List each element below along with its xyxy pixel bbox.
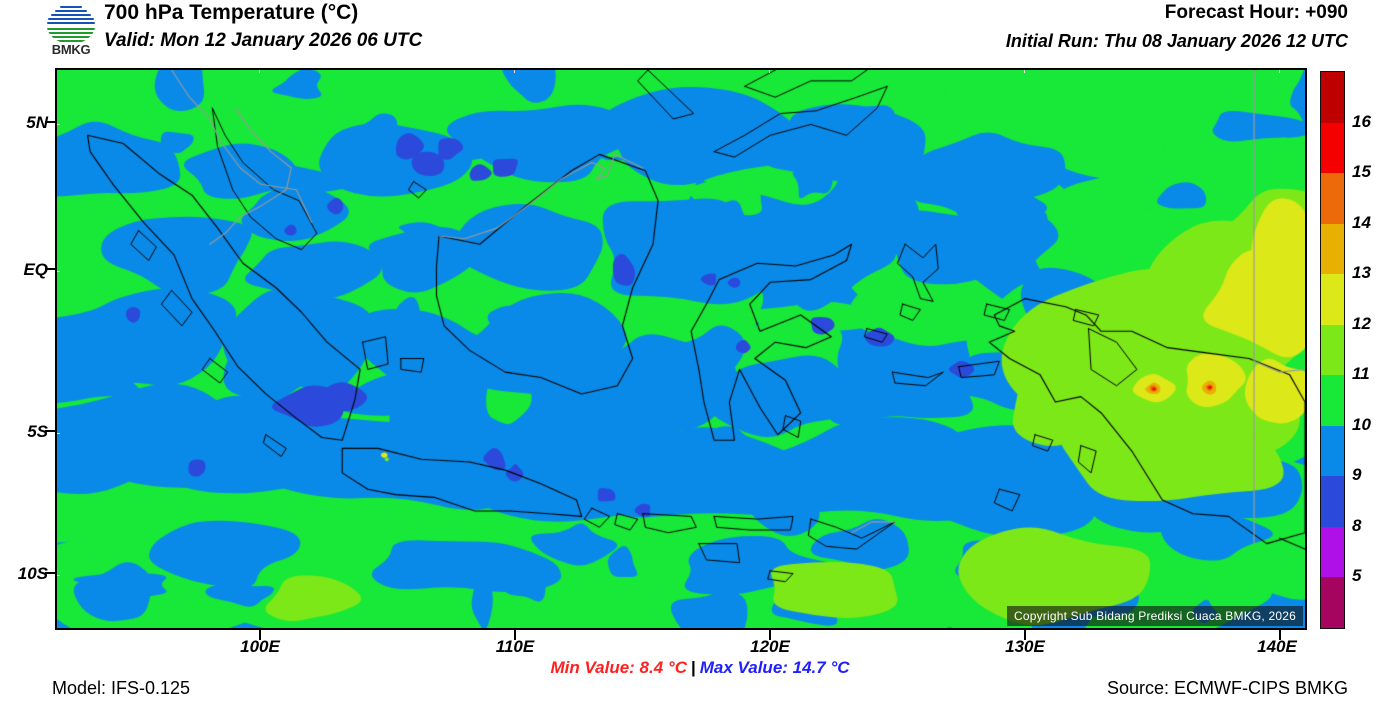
page-title: 700 hPa Temperature (°C) — [104, 1, 359, 24]
colorbar-segment-11 — [1321, 324, 1344, 376]
xtick-140E — [1279, 630, 1281, 640]
ytick-5S — [45, 430, 55, 432]
colorbar-label-10: 10 — [1352, 414, 1371, 434]
minmax-readout: Min Value: 8.4 °C | Max Value: 14.7 °C — [0, 658, 1400, 678]
bmkg-logo: BMKG — [40, 2, 102, 58]
colorbar-label-15: 15 — [1352, 162, 1371, 182]
max-value-label: Max Value: 14.7 °C — [699, 658, 850, 677]
colorbar-segment-13 — [1321, 223, 1344, 275]
header-bar: BMKG 700 hPa Temperature (°C) Valid: Mon… — [0, 0, 1400, 60]
min-value-label: Min Value: 8.4 °C — [550, 658, 687, 677]
xtick-130E — [1024, 630, 1026, 640]
bmkg-logo-text: BMKG — [51, 42, 91, 57]
forecast-hour-label: Forecast Hour: +090 — [1164, 2, 1348, 23]
copyright-watermark: Copyright Sub Bidang Prediksi Cuaca BMKG… — [1006, 606, 1303, 626]
ytick-5N — [45, 121, 55, 123]
colorbar-label-9: 9 — [1352, 465, 1362, 485]
map-plot-area[interactable]: Copyright Sub Bidang Prediksi Cuaca BMKG… — [55, 68, 1307, 630]
colorbar-segment-low — [1321, 577, 1344, 628]
colorbar-label-13: 13 — [1352, 263, 1371, 283]
xlabel-100E: 100E — [240, 637, 280, 656]
colorbar-segment-15 — [1321, 122, 1344, 174]
xtick-110E — [514, 630, 516, 640]
xlabel-140E: 140E — [1257, 637, 1297, 656]
colorbar-tick-labels: 16 15 14 13 12 11 10 9 8 5 — [1352, 71, 1398, 627]
valid-time-label: Valid: Mon 12 January 2026 06 UTC — [104, 30, 423, 51]
colorbar-segment-5 — [1321, 526, 1344, 578]
xlabel-120E: 120E — [750, 637, 790, 656]
ytick-EQ — [45, 268, 55, 270]
colorbar-segment-8 — [1321, 476, 1344, 527]
xlabel-110E: 110E — [495, 637, 535, 656]
ylabel-5S: 5S — [27, 422, 48, 441]
ylabel-EQ: EQ — [23, 260, 48, 279]
colorbar-label-16: 16 — [1352, 111, 1371, 131]
bmkg-logo-disc — [46, 2, 96, 44]
colorbar-segment-16 — [1321, 72, 1344, 123]
colorbar-segment-14 — [1321, 173, 1344, 224]
source-label: Source: ECMWF-CIPS BMKG — [1106, 678, 1348, 698]
xtick-120E — [769, 630, 771, 640]
temperature-field-canvas — [57, 70, 1305, 628]
colorbar-segment-12 — [1321, 274, 1344, 325]
temperature-colorbar[interactable] — [1320, 71, 1345, 629]
xtick-100E — [259, 630, 261, 640]
colorbar-label-12: 12 — [1352, 313, 1371, 333]
colorbar-label-5: 5 — [1352, 566, 1362, 586]
ytick-10S — [45, 572, 55, 574]
colorbar-segment-10 — [1321, 375, 1344, 426]
xlabel-130E: 130E — [1005, 637, 1045, 656]
minmax-separator: | — [690, 658, 696, 677]
model-label: Model: IFS-0.125 — [52, 678, 191, 698]
initial-run-label: Initial Run: Thu 08 January 2026 12 UTC — [1005, 31, 1348, 51]
colorbar-label-14: 14 — [1352, 212, 1371, 232]
colorbar-label-8: 8 — [1352, 515, 1362, 535]
ylabel-5N: 5N — [26, 113, 48, 132]
ylabel-10S: 10S — [17, 564, 48, 583]
colorbar-label-11: 11 — [1352, 364, 1370, 384]
colorbar-segment-9 — [1321, 425, 1344, 477]
